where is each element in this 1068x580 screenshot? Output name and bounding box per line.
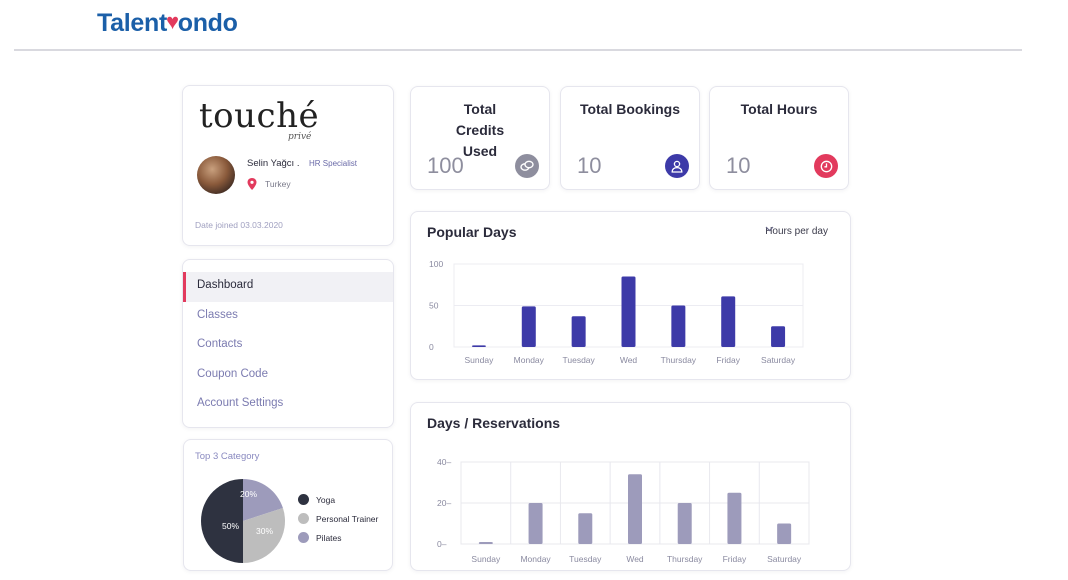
pie-slice-yoga: [201, 479, 243, 563]
bar-monday: [521, 306, 536, 347]
pie-slice-personal-trainer: [243, 508, 285, 563]
x-tick-label: Sunday: [471, 554, 501, 564]
nav-item-account-settings[interactable]: Account Settings: [197, 397, 284, 409]
top-bar: Talent ♥ ondo: [0, 0, 1068, 51]
x-tick-label: Monday: [520, 554, 551, 564]
talentmondo-logo[interactable]: Talent ♥ ondo: [97, 9, 238, 38]
user-name: Selin Yağcı .: [247, 158, 300, 169]
bar-monday: [528, 503, 543, 544]
legend-item-personal-trainer: Personal Trainer: [298, 509, 378, 528]
y-tick-label: 0–: [437, 539, 447, 549]
bar-tuesday: [571, 316, 586, 347]
chevron-down-icon: [765, 226, 774, 232]
legend-label: Yoga: [316, 494, 336, 505]
legend-swatch: [298, 513, 309, 524]
logo-text-part1: Talent: [97, 9, 167, 37]
bar-saturday: [777, 523, 792, 544]
y-tick-label: 50: [429, 301, 439, 311]
pie-label-yoga: 50%: [222, 521, 239, 531]
header-divider: [14, 49, 1022, 51]
company-brand-logo: touché: [199, 96, 320, 136]
nav-item-coupon-code[interactable]: Coupon Code: [197, 367, 268, 380]
x-tick-label: Wed: [620, 355, 638, 365]
date-joined: Date joined 03.03.2020: [195, 220, 283, 230]
dropdown-label: Hours per day: [765, 226, 828, 237]
heart-m-logo-icon: ♥: [165, 8, 179, 34]
x-tick-label: Saturday: [761, 355, 796, 365]
x-tick-label: Friday: [723, 554, 747, 564]
pie-slice-pilates: [243, 479, 283, 521]
reservations-title: Days / Reservations: [427, 415, 561, 431]
bar-friday: [721, 296, 736, 347]
reservations-bar-chart: 40– 20– 0– Sunday Monday Tuesday Wed Thursday Fr…: [437, 457, 810, 564]
bar-tuesday: [578, 513, 593, 544]
nav-item-classes[interactable]: Classes: [197, 308, 238, 321]
x-tick-label: Wed: [626, 554, 644, 564]
x-tick-label: Tuesday: [562, 355, 595, 365]
user-country: Turkey: [265, 179, 291, 189]
stat-card-bookings: Total Bookings 10: [560, 86, 700, 190]
avatar: [197, 156, 235, 194]
popular-days-card: Popular Days Hours per day 100 50 0 Sunday M…: [410, 211, 851, 380]
stat-value: 100: [427, 153, 464, 178]
reservations-card: Days / Reservations 40– 20– 0– Sunday Monday…: [410, 402, 851, 571]
y-tick-label: 20–: [437, 498, 451, 508]
coins-icon: [515, 154, 539, 178]
y-tick-label: 0: [429, 342, 434, 352]
top-category-title: Top 3 Category: [195, 451, 260, 462]
nav-item-contacts[interactable]: Contacts: [197, 338, 243, 350]
y-tick-label: 100: [429, 259, 443, 269]
user-role: HR Specialist: [309, 159, 358, 168]
profile-card: touché privé Selin Yağcı . HR Specialist…: [182, 85, 394, 246]
stat-value: 10: [577, 153, 602, 178]
stat-title: Total Hours: [740, 101, 818, 117]
pie-label-pilates: 20%: [240, 489, 257, 499]
x-tick-label: Thursday: [661, 355, 697, 365]
legend-item-yoga: Yoga: [298, 490, 378, 509]
legend-swatch: [298, 494, 309, 505]
top-category-card: Top 3 Category 50% 30% 20% Yoga Personal…: [183, 439, 393, 571]
stat-title: Total Bookings: [579, 101, 681, 117]
popular-days-title: Popular Days: [427, 224, 517, 240]
legend-label: Personal Trainer: [316, 513, 379, 524]
bar-saturday: [771, 326, 786, 347]
stat-title: Total Credits Used: [455, 101, 505, 159]
popular-days-bar-chart: 100 50 0 Sunday Monday Tuesday Wed Thursday Frid…: [429, 259, 804, 365]
stat-value: 10: [726, 153, 751, 178]
legend-item-pilates: Pilates: [298, 528, 378, 547]
x-tick-label: Thursday: [667, 554, 703, 564]
x-tick-label: Friday: [716, 355, 740, 365]
bar-sunday: [471, 345, 486, 347]
bar-wed: [621, 276, 636, 347]
company-brand-subtitle: privé: [288, 132, 312, 142]
bar-sunday: [478, 541, 493, 544]
stat-card-credits: Total Credits Used 100: [410, 86, 550, 190]
clock-icon: [814, 154, 838, 178]
pie-label-personal-trainer: 30%: [256, 526, 273, 536]
location-pin-icon: [247, 178, 257, 190]
legend-label: Pilates: [316, 532, 342, 543]
logo-text-part2: ondo: [177, 9, 238, 37]
bar-wed: [628, 474, 642, 544]
legend-swatch: [298, 532, 309, 543]
bar-thursday: [677, 503, 692, 544]
sidebar-nav: Dashboard Classes Contacts Coupon Code A…: [182, 259, 394, 428]
bar-thursday: [671, 305, 686, 347]
bar-friday: [727, 492, 742, 544]
nav-item-dashboard[interactable]: Dashboard: [183, 272, 393, 302]
hours-per-day-dropdown[interactable]: Hours per day: [765, 226, 828, 237]
category-pie-chart: 50% 30% 20%: [201, 479, 285, 563]
user-icon: [665, 154, 689, 178]
y-tick-label: 40–: [437, 457, 451, 467]
x-tick-label: Monday: [514, 355, 545, 365]
x-tick-label: Tuesday: [569, 554, 602, 564]
category-legend: Yoga Personal Trainer Pilates: [298, 490, 378, 547]
x-tick-label: Saturday: [767, 554, 802, 564]
stat-card-hours: Total Hours 10: [709, 86, 849, 190]
x-tick-label: Sunday: [465, 355, 495, 365]
